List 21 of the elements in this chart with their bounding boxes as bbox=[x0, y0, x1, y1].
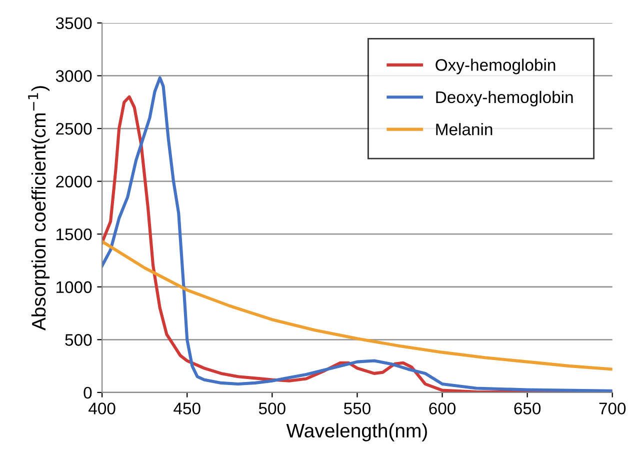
x-tick-label: 400 bbox=[88, 402, 116, 414]
y-tick-label: 3000 bbox=[56, 70, 92, 82]
legend-label: Melanin bbox=[436, 123, 492, 136]
x-tick-label: 450 bbox=[174, 402, 200, 414]
legend-label: Deoxy-hemoglobin bbox=[436, 90, 573, 106]
x-tick-label: 600 bbox=[429, 402, 456, 414]
y-tick-label: 2000 bbox=[56, 176, 92, 188]
legend-label: Oxy-hemoglobin bbox=[436, 58, 556, 74]
y-tick-label: 2500 bbox=[56, 122, 92, 135]
x-tick-label: 650 bbox=[514, 402, 541, 414]
y-axis-title: Absorption coefficient(cm$^{−1}$) bbox=[28, 86, 50, 330]
y-tick-label: 1500 bbox=[56, 228, 92, 240]
x-tick-label: 550 bbox=[344, 402, 370, 414]
line-series bbox=[102, 240, 612, 371]
x-tick-label: 500 bbox=[258, 402, 286, 414]
y-tick-label: 3500 bbox=[56, 17, 92, 30]
x-axis-title: Wavelength(nm) bbox=[286, 423, 427, 442]
y-tick-label: 1000 bbox=[56, 281, 92, 294]
x-tick-label: 700 bbox=[599, 402, 626, 414]
y-tick-label: 500 bbox=[65, 334, 92, 346]
y-tick-label: 0 bbox=[84, 386, 92, 399]
